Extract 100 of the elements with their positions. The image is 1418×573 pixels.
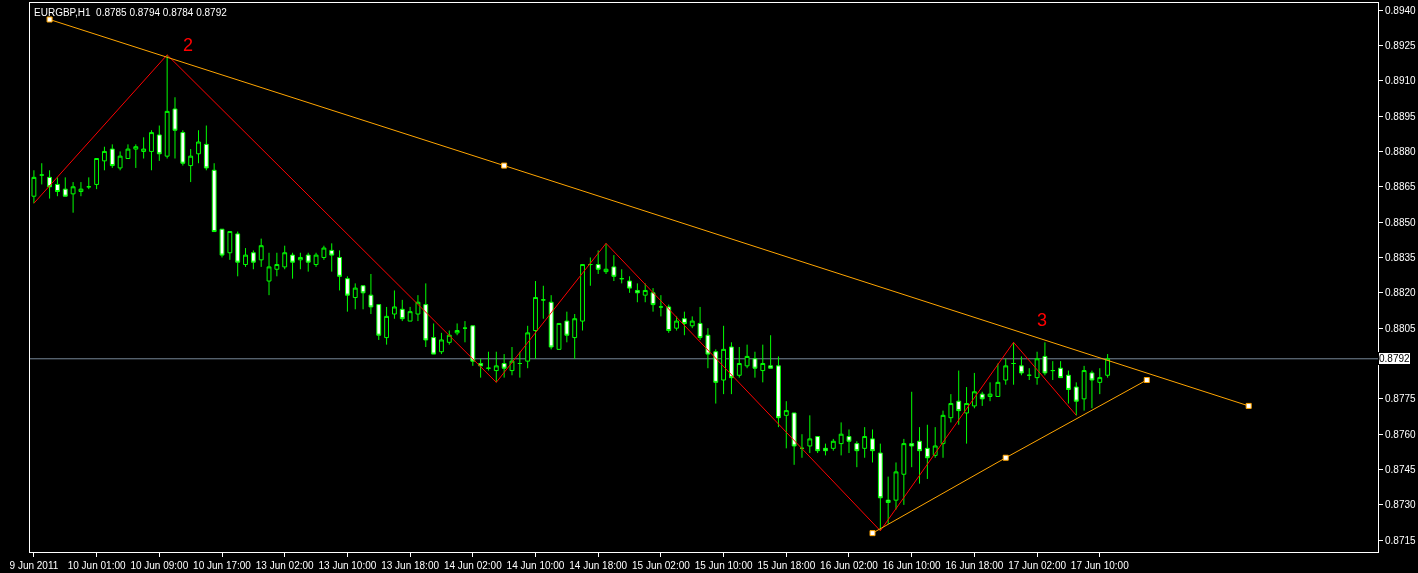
candlestick [211,162,217,233]
candlestick [556,322,562,350]
candlestick [642,282,648,303]
candlestick [776,355,781,428]
y-tick-label: 0.8745 [1385,464,1417,476]
point [869,530,876,537]
candlestick [62,176,68,197]
candlestick [1058,360,1064,379]
candlestick [650,287,656,313]
candlestick [768,334,774,369]
candlestick [196,129,201,164]
candlestick [564,311,570,343]
candlestick [658,294,664,317]
y-tick-label: 0.8835 [1385,251,1417,263]
point [1002,454,1009,461]
candlestick [439,332,444,355]
candlestick [1018,355,1024,376]
point [1143,377,1150,383]
candlestick [274,252,280,277]
candlestick [141,136,147,160]
candlestick [830,438,836,452]
x-tick-label: 9 Jun 2011 [9,560,59,571]
candlestick [744,344,750,369]
y-tick-label: 0.8880 [1385,145,1417,157]
candlestick [846,428,852,454]
candlestick [78,181,84,197]
candlestick [180,129,186,167]
candlestick [431,322,437,355]
y-tick-label: 0.8715 [1385,534,1417,546]
point [1245,402,1252,409]
y-tick-label: 0.8820 [1385,287,1417,299]
candlestick [917,426,922,485]
candlestick [156,125,162,162]
candlestick [501,353,507,379]
candlestick [752,351,758,379]
candlestick [893,461,899,511]
candlestick [595,249,601,275]
candlestick [258,238,264,268]
candlestick [188,148,194,183]
candlestick [909,391,915,468]
x-tick-label: 14 Jun 18:00 [569,560,628,571]
y-tick-label: 0.8865 [1385,181,1417,193]
candlestick [423,282,429,348]
candlestick [979,391,985,407]
x-tick-label: 15 Jun 18:00 [757,560,816,571]
candlestick [290,252,295,280]
candlestick [924,424,930,480]
candlestick [862,426,868,459]
candlestick [533,280,538,360]
candlestick [525,325,531,369]
candlestick [627,275,632,294]
y-tick-label: 0.8895 [1385,110,1417,122]
y-tick-label: 0.8775 [1385,393,1417,405]
candlestick [572,313,578,360]
y-tick-label: 0.8850 [1385,216,1417,228]
candlestick [407,306,413,322]
candlestick [376,304,382,341]
x-tick-label: 13 Jun 02:00 [255,560,315,571]
candlestick [870,428,875,463]
candlestick [125,143,131,160]
x-tick-label: 14 Jun 02:00 [443,560,503,571]
y-tick-label: 0.8910 [1385,75,1417,87]
candlestick [1050,360,1056,381]
candlestick [697,306,703,341]
x-tick-label: 17 Jun 10:00 [1070,560,1130,571]
candlestick [1034,351,1040,386]
candlestick [987,381,993,402]
candlestick [823,443,828,456]
candlestick [634,282,640,303]
x-tick-label: 17 Jun 02:00 [1008,560,1067,571]
candlestick [39,162,45,185]
candlestick [102,146,107,171]
point [501,162,508,169]
candlestick [392,289,397,320]
y-tick-label: 0.8925 [1385,39,1417,51]
chart-title: EURGBP,H1 0.8785 0.8794 0.8784 0.8792 [34,7,228,19]
candlestick [297,252,303,270]
candlestick [689,315,695,329]
annotation: 2 [183,35,194,55]
candlestick [940,410,946,459]
candlestick [721,325,727,395]
candlestick [31,169,37,204]
annotation: 3 [1037,310,1048,330]
x-tick-label: 14 Jun 10:00 [506,560,565,571]
line-series [33,54,1077,532]
candlestick [1011,341,1016,386]
candlestick [956,370,962,426]
candlestick [791,412,797,466]
candlestick [807,414,813,454]
candlestick [164,54,170,160]
candlestick [603,242,609,275]
x-tick-label: 13 Jun 18:00 [381,560,440,571]
y-tick-label: 0.8730 [1385,499,1417,511]
candlestick [1097,367,1103,395]
x-tick-label: 13 Jun 10:00 [318,560,377,571]
candlestick [517,351,523,379]
candlestick [838,421,844,456]
x-tick-label: 15 Jun 02:00 [631,560,691,571]
candlestick [885,476,891,525]
candlestick [313,252,319,268]
